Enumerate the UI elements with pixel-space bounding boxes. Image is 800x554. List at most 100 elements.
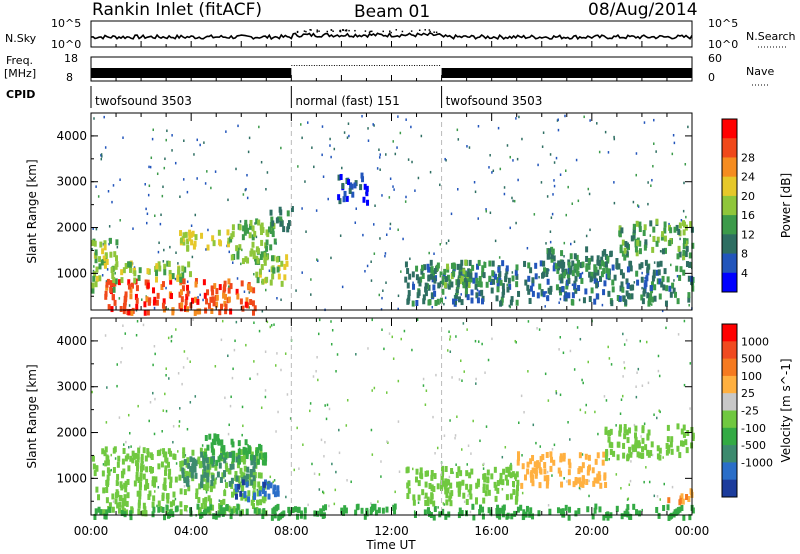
echo-cell: [141, 298, 143, 301]
echo-cell: [380, 475, 382, 478]
echo-cell: [128, 445, 130, 449]
echo-cell: [184, 231, 188, 238]
echo-cell: [316, 355, 318, 359]
echo-cell: [252, 250, 256, 257]
echo-cell: [586, 469, 590, 476]
echo-cell: [635, 270, 639, 277]
echo-cell: [263, 495, 267, 502]
nave-label: Nave: [746, 65, 774, 78]
echo-cell: [584, 453, 588, 460]
echo-cell: [552, 193, 554, 196]
echo-cell: [295, 289, 297, 292]
echo-cell: [454, 298, 458, 305]
echo-cell: [489, 278, 493, 285]
echo-cell: [170, 339, 173, 343]
echo-cell: [551, 448, 554, 451]
echo-cell: [638, 510, 642, 517]
echo-cell: [472, 277, 476, 284]
echo-cell: [367, 139, 370, 142]
echo-cell: [447, 349, 449, 352]
echo-cell: [188, 471, 192, 478]
echo-cell: [223, 490, 227, 497]
echo-cell: [98, 263, 102, 270]
echo-cell: [538, 482, 542, 489]
echo-cell: [638, 452, 642, 459]
echo-cell: [659, 410, 661, 414]
echo-cell: [277, 273, 281, 280]
echo-cell: [689, 407, 691, 410]
echo-cell: [370, 260, 372, 263]
echo-cell: [621, 272, 625, 279]
echo-cell: [263, 459, 267, 466]
echo-cell: [186, 284, 190, 291]
echo-cell: [638, 263, 642, 270]
echo-cell: [636, 371, 638, 374]
echo-cell: [182, 452, 186, 459]
echo-cell: [249, 299, 253, 306]
nsearch-point: [433, 31, 435, 33]
echo-cell: [511, 275, 515, 282]
echo-cell: [579, 337, 582, 341]
echo-cell: [104, 146, 107, 149]
echo-cell: [534, 262, 538, 269]
echo-cell: [215, 288, 219, 295]
echo-cell: [206, 476, 210, 483]
echo-cell: [328, 504, 330, 508]
echo-cell: [237, 124, 239, 128]
echo-cell: [414, 476, 418, 483]
echo-cell: [269, 475, 272, 479]
echo-cell: [627, 497, 630, 500]
echo-cell: [440, 474, 444, 481]
echo-cell: [266, 231, 270, 238]
echo-cell: [636, 279, 640, 286]
echo-cell: [442, 502, 445, 505]
echo-cell: [214, 464, 218, 471]
echo-cell: [653, 118, 655, 122]
echo-cell: [245, 297, 249, 304]
echo-cell: [540, 181, 543, 184]
freq-trace: [91, 65, 692, 78]
echo-cell: [380, 460, 382, 463]
echo-cell: [282, 510, 286, 517]
echo-cell: [244, 447, 248, 454]
echo-cell: [106, 268, 109, 271]
echo-cell: [597, 432, 599, 436]
echo-cell: [479, 281, 483, 288]
echo-cell: [266, 483, 270, 490]
echo-cell: [182, 447, 186, 454]
echo-cell: [455, 335, 457, 338]
echo-cell: [100, 157, 103, 161]
nsearch-point: [332, 30, 334, 32]
echo-cell: [179, 195, 181, 198]
echo-cell: [376, 167, 379, 170]
echo-cell: [138, 267, 142, 274]
echo-cell: [509, 493, 513, 500]
echo-cell: [644, 279, 648, 286]
colorbar-swatch: [722, 462, 737, 481]
echo-cell: [127, 465, 131, 472]
echo-cell: [257, 481, 261, 488]
echo-cell: [679, 440, 683, 447]
echo-cell: [128, 309, 132, 316]
echo-cell: [641, 286, 643, 290]
echo-cell: [567, 421, 569, 424]
echo-cell: [688, 252, 692, 259]
echo-cell: [165, 138, 167, 142]
echo-cell: [640, 435, 642, 438]
echo-cell: [426, 500, 430, 507]
echo-cell: [112, 447, 116, 454]
nsearch-point: [390, 31, 392, 34]
nave-point: [404, 65, 406, 66]
echo-cell: [186, 280, 189, 283]
echo-cell: [175, 462, 178, 465]
echo-cell: [348, 187, 352, 194]
echo-cell: [652, 226, 656, 233]
echo-cell: [234, 339, 236, 343]
echo-cell: [563, 477, 565, 480]
echo-cell: [691, 432, 695, 439]
echo-cell: [453, 263, 457, 270]
echo-cell: [645, 466, 647, 469]
echo-cell: [471, 503, 475, 510]
echo-cell: [613, 274, 617, 281]
echo-cell: [119, 481, 123, 488]
